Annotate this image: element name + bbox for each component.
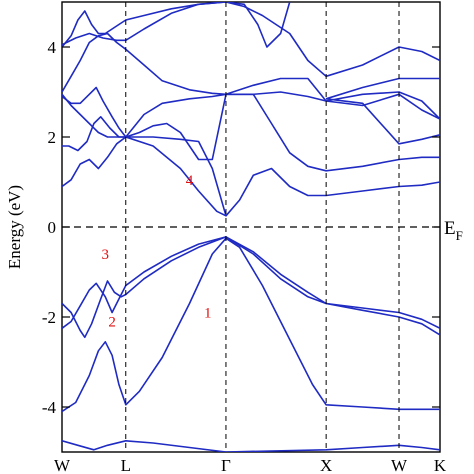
band-annotation-2: 2 bbox=[108, 315, 116, 331]
y-tick-label: 2 bbox=[48, 128, 57, 147]
y-tick-label: -4 bbox=[42, 398, 57, 417]
kpoint-label-3: X bbox=[320, 456, 332, 474]
fermi-label-sub: F bbox=[456, 228, 463, 243]
kpoint-label-0: W bbox=[54, 456, 71, 474]
band-line-8 bbox=[62, 91, 440, 161]
kpoint-label-4: W bbox=[391, 456, 408, 474]
kpoint-label-1: L bbox=[121, 456, 131, 474]
kpoint-label-5: K bbox=[434, 456, 447, 474]
band-line-11 bbox=[62, 32, 227, 96]
band-line-3 bbox=[62, 236, 440, 339]
band-line-5 bbox=[62, 136, 440, 217]
band-line-9 bbox=[62, 86, 227, 138]
fermi-label: EF bbox=[444, 218, 463, 243]
y-tick-label: 0 bbox=[48, 218, 57, 237]
y-axis-label: Energy (eV) bbox=[5, 185, 24, 269]
y-tick-label: -2 bbox=[42, 308, 56, 327]
band-line-4 bbox=[62, 236, 440, 330]
band-line-14 bbox=[326, 98, 440, 145]
axis-ticks bbox=[62, 46, 440, 408]
band-line-2 bbox=[62, 237, 440, 413]
band-annotation-3: 3 bbox=[102, 247, 110, 263]
band-line-7 bbox=[226, 93, 440, 172]
guide-lines bbox=[62, 2, 440, 452]
y-tick-label: 4 bbox=[48, 38, 57, 57]
fermi-label-main: E bbox=[444, 218, 456, 239]
band-line-12 bbox=[62, 2, 440, 78]
axis-labels: 4 2 0 -2 -4 W L Γ X W K Energy (eV) EF bbox=[5, 38, 463, 474]
band-annotations: 1 2 3 4 bbox=[102, 173, 212, 331]
band-line-6 bbox=[62, 116, 227, 217]
band-annotation-1: 1 bbox=[204, 306, 212, 322]
kpoint-label-2: Γ bbox=[221, 456, 231, 474]
band-annotation-4: 4 bbox=[186, 173, 194, 189]
